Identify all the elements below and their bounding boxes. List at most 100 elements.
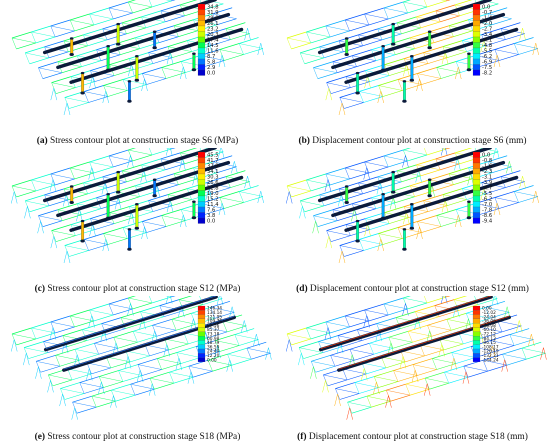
colorbar-tick-label: 5.8 — [207, 60, 215, 66]
frame-chord — [410, 31, 430, 39]
frame-diagonal — [286, 37, 311, 44]
frame-web — [436, 215, 442, 227]
frame-chord — [451, 323, 471, 331]
frame-diagonal — [67, 368, 92, 375]
frame-chord — [83, 28, 103, 36]
frame-web — [130, 384, 136, 396]
caption-c: (c) Stress contour plot at construction … — [0, 284, 275, 294]
support-leg — [40, 221, 44, 234]
frame-chord — [105, 328, 126, 335]
column-head — [355, 219, 360, 223]
frame-chord — [366, 367, 386, 375]
frame-chord — [403, 296, 411, 299]
support-leg — [247, 28, 251, 41]
frame-chord — [96, 43, 117, 51]
colorbar-swatch — [472, 36, 481, 43]
frame-chord — [485, 187, 506, 194]
frame-chord — [215, 334, 235, 341]
colorbar-swatch — [472, 190, 481, 197]
frame-chord — [126, 175, 146, 183]
support-leg — [441, 200, 446, 213]
frame-chord — [423, 46, 443, 53]
support-leg — [63, 250, 68, 264]
caption-b-text: Displacement contour plot at constructio… — [309, 136, 527, 146]
frame-chord — [64, 393, 85, 400]
support-leg — [492, 148, 496, 159]
column-head — [69, 185, 74, 188]
frame-chord — [121, 164, 142, 172]
frame-chord — [350, 81, 370, 88]
frame-chord — [23, 341, 44, 348]
frame-diagonal — [521, 348, 546, 354]
frame-diagonal — [128, 1, 153, 8]
frame-chord — [330, 87, 351, 94]
frame-chord — [203, 151, 224, 159]
frame-diagonal — [325, 321, 350, 328]
main-beam — [69, 175, 244, 233]
frame-chord — [313, 61, 333, 69]
support-leg — [454, 158, 458, 171]
support-leg — [519, 176, 523, 189]
colorbar-tick-label: -108.17 — [482, 344, 499, 350]
caption-f-text: Displacement contour plot at constructio… — [306, 432, 528, 442]
frame-chord — [159, 299, 180, 306]
frame-web — [366, 396, 372, 408]
frame-diagonal — [378, 85, 403, 91]
frame-chord — [70, 70, 91, 77]
colorbar-tick-label: 0.00 — [207, 357, 217, 363]
frame-chord — [347, 395, 367, 403]
frame-web — [169, 372, 174, 384]
frame-web — [335, 388, 340, 400]
column-base — [191, 216, 197, 220]
frame-web — [419, 344, 425, 356]
frame-chord — [364, 155, 384, 163]
column-base — [134, 226, 140, 230]
support-leg — [392, 197, 397, 210]
frame-chord — [332, 203, 353, 211]
frame-web — [137, 364, 143, 376]
frame-chord — [356, 208, 377, 216]
frame-chord — [141, 158, 161, 166]
support-leg — [89, 368, 93, 381]
support-leg — [363, 315, 367, 328]
frame-diagonal — [313, 215, 338, 221]
support-leg — [540, 347, 544, 360]
frame-chord — [458, 304, 478, 311]
frame-chord — [436, 61, 457, 68]
colorbar-tick-label: 26.1 — [207, 21, 219, 27]
column-head — [135, 55, 139, 58]
frame-diagonal — [400, 350, 425, 357]
frame-chord — [137, 358, 158, 365]
support-leg — [341, 102, 346, 116]
frame-diagonal — [424, 378, 449, 384]
frame-chord — [173, 376, 194, 384]
frame-chord — [369, 223, 390, 230]
support-leg — [458, 66, 462, 80]
colorbar-swatch — [472, 31, 481, 38]
frame-chord — [132, 324, 153, 332]
column-base — [69, 52, 74, 56]
frame-chord — [225, 170, 246, 177]
frame-chord — [383, 297, 404, 305]
frame-web — [207, 360, 213, 372]
frame-chord — [403, 0, 411, 3]
support-leg — [165, 148, 169, 156]
frame-chord — [161, 363, 182, 370]
support-leg — [405, 303, 409, 316]
caption-a: (a) Stress contour plot at construction … — [0, 136, 275, 146]
frame-web — [51, 82, 57, 94]
frame-chord — [415, 305, 435, 312]
column-base — [344, 200, 349, 204]
support-leg — [27, 206, 31, 219]
frame-chord — [113, 160, 133, 168]
frame-web — [407, 331, 413, 343]
support-leg — [426, 330, 430, 343]
support-leg — [76, 209, 80, 222]
frame-chord — [514, 339, 534, 346]
support-leg — [322, 380, 326, 393]
support-leg — [445, 296, 448, 304]
frame-diagonal — [246, 348, 271, 354]
frame-diagonal — [50, 321, 75, 328]
colorbar-swatch — [197, 336, 206, 341]
support-leg — [348, 354, 353, 367]
